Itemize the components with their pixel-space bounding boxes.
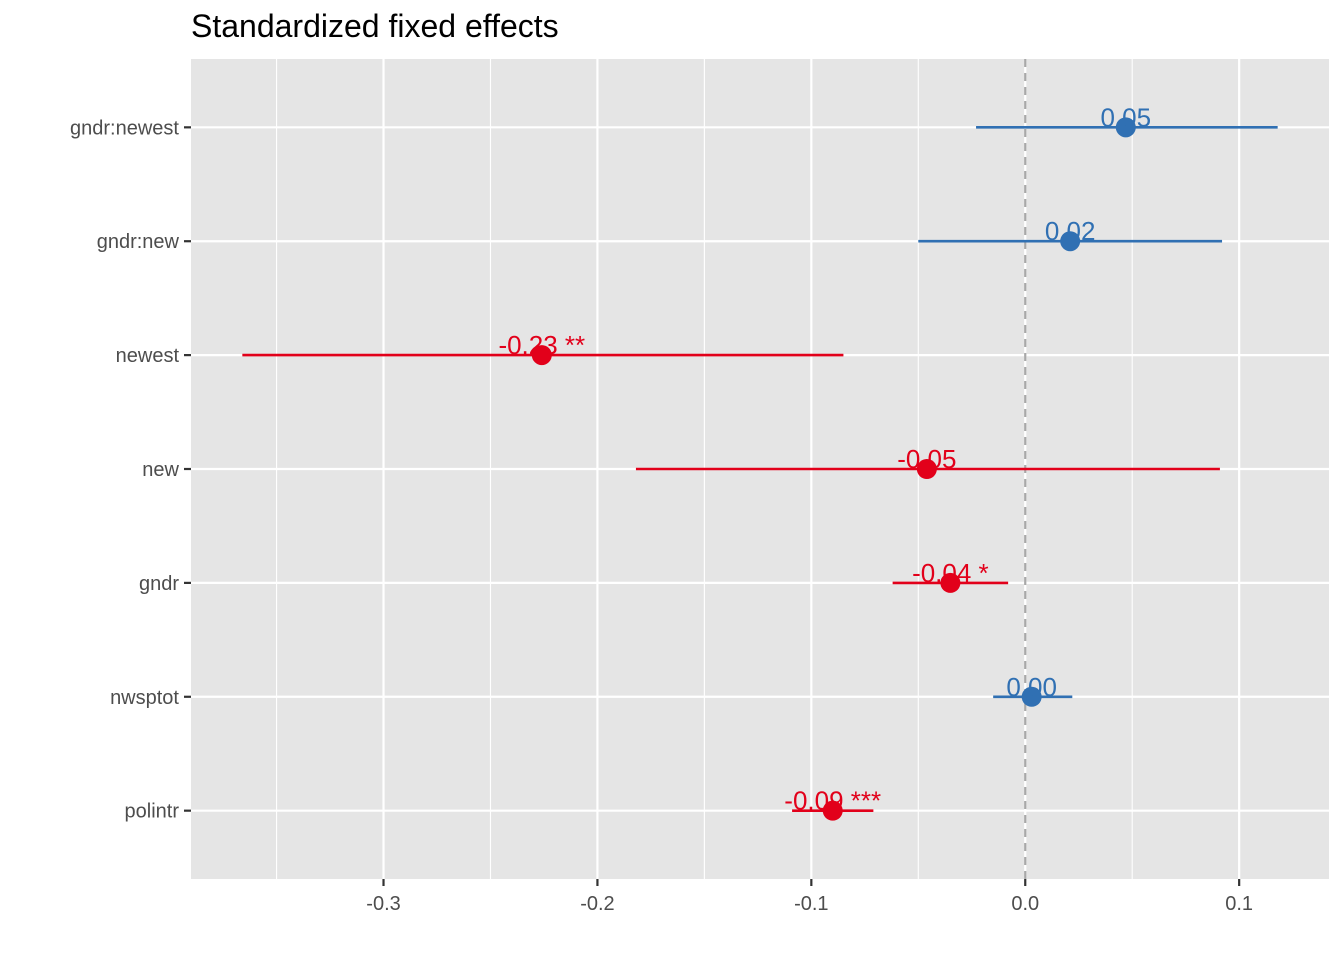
point-estimate xyxy=(1021,686,1042,707)
estimate-polintr: -0.09 *** xyxy=(784,786,881,821)
y-tick-label: gndr xyxy=(139,573,179,595)
x-tick-label: -0.2 xyxy=(580,893,614,915)
point-estimate xyxy=(822,800,843,821)
point-estimate xyxy=(1115,117,1136,138)
estimate-gndr: -0.04 * xyxy=(892,558,1009,593)
estimate-newest: -0.23 ** xyxy=(242,330,844,366)
chart-title: Standardized fixed effects xyxy=(191,8,559,44)
estimate-label: 0.05 xyxy=(1100,102,1151,132)
x-tick-label: -0.3 xyxy=(366,893,400,915)
estimate-new: -0.05 xyxy=(635,444,1220,479)
point-estimate xyxy=(531,345,552,366)
y-tick-label: newest xyxy=(116,345,180,367)
point-estimate xyxy=(1060,231,1081,252)
y-tick-label: nwsptot xyxy=(110,687,179,709)
x-axis: -0.3 -0.2 -0.1 0.0 0.1 xyxy=(366,879,1253,915)
estimate-marks: 0.05 0.02 -0.23 ** -0.05 -0.04 * 0.00 -0.09 **… xyxy=(242,102,1278,821)
estimate-label: -0.09 *** xyxy=(784,786,881,816)
estimate-label: -0.23 ** xyxy=(498,330,585,360)
estimate-nwsptot: 0.00 xyxy=(993,672,1073,707)
y-axis: gndr:newest gndr:new newest new gndr nwsptot p… xyxy=(70,117,191,823)
estimate-label: -0.04 * xyxy=(912,558,989,588)
estimate-label: -0.05 xyxy=(897,444,956,474)
point-estimate xyxy=(940,572,961,593)
y-tick-label: polintr xyxy=(125,801,180,823)
estimate-label: 0.00 xyxy=(1006,672,1057,702)
x-tick-label: 0.1 xyxy=(1225,893,1253,915)
x-tick-label: 0.0 xyxy=(1011,893,1039,915)
estimate-gndr-newest: 0.05 xyxy=(976,102,1278,138)
estimate-label: 0.02 xyxy=(1045,216,1096,246)
point-estimate xyxy=(916,459,937,479)
y-tick-label: new xyxy=(142,459,179,481)
estimate-gndr-new: 0.02 xyxy=(918,216,1223,252)
x-tick-label: -0.1 xyxy=(794,893,828,915)
y-tick-label: gndr:new xyxy=(97,231,180,253)
y-tick-label: gndr:newest xyxy=(70,117,179,139)
